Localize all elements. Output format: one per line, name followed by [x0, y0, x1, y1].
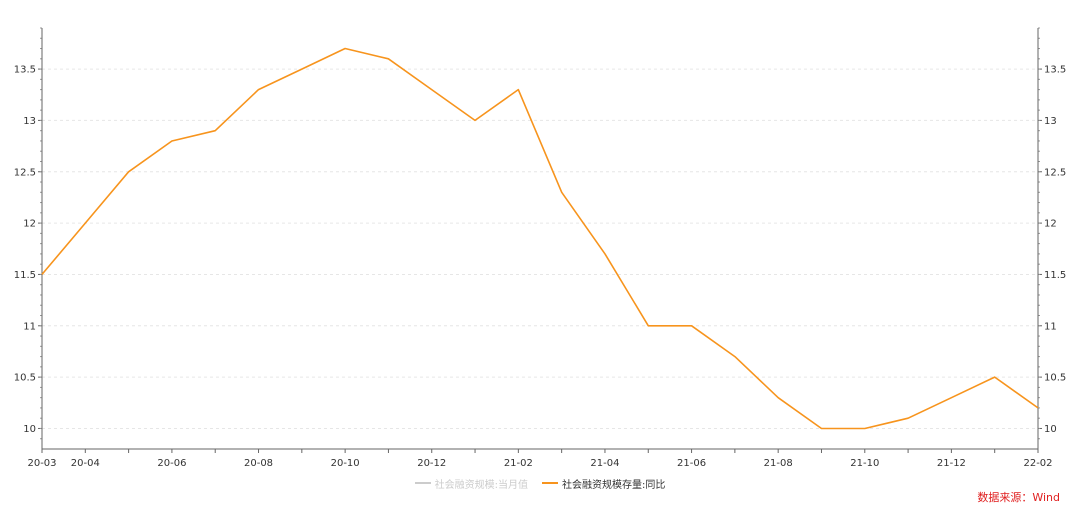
series-line-stock-yoy — [41, 47, 1039, 430]
tick-labels: 10 10 10.5 10.5 11 11 11.5 11.5 12 12 12.5 12.5 13 13… — [14, 65, 1067, 469]
series-layer — [41, 47, 1039, 430]
legend: 社会融资规模:当月值 社会融资规模存量:同比 — [0, 476, 1080, 491]
x-tick-label: 20-12 — [417, 458, 446, 469]
y-tick-label-left: 13 — [23, 116, 36, 127]
legend-label-monthly: 社会融资规模:当月值 — [434, 479, 528, 491]
y-tick-label-left: 10.5 — [14, 373, 36, 384]
grid-lines — [42, 68, 1038, 429]
x-tick-label: 20-04 — [71, 458, 100, 469]
y-tick-label-left: 11.5 — [14, 270, 36, 281]
y-tick-label-right: 12 — [1044, 219, 1057, 230]
x-tick-label: 21-04 — [590, 458, 619, 469]
x-tick-label: 20-03 — [27, 458, 56, 469]
x-tick-label: 21-10 — [850, 458, 879, 469]
y-tick-label-right: 10 — [1044, 424, 1057, 435]
x-tick-label: 21-06 — [677, 458, 706, 469]
y-tick-label-right: 12.5 — [1044, 167, 1066, 178]
x-tick-label: 20-10 — [331, 458, 360, 469]
x-tick-label: 22-02 — [1023, 458, 1052, 469]
legend-label-stock-yoy: 社会融资规模存量:同比 — [562, 479, 666, 491]
y-tick-label-right: 10.5 — [1044, 373, 1066, 384]
y-tick-label-right: 13 — [1044, 116, 1057, 127]
y-tick-label-left: 12.5 — [14, 167, 36, 178]
y-tick-label-left: 10 — [23, 424, 36, 435]
y-tick-label-left: 11 — [23, 321, 36, 332]
x-tick-label: 20-06 — [157, 458, 186, 469]
y-tick-label-right: 11.5 — [1044, 270, 1066, 281]
legend-item-stock-yoy[interactable]: 社会融资规模存量:同比 — [542, 476, 665, 491]
legend-swatch-stock-yoy — [542, 482, 558, 484]
legend-swatch-monthly — [414, 482, 431, 484]
x-tick-label: 20-08 — [244, 458, 273, 469]
x-tick-label: 21-02 — [504, 458, 533, 469]
y-tick-label-right: 11 — [1044, 321, 1057, 332]
y-tick-label-right: 13.5 — [1044, 65, 1066, 76]
y-tick-label-left: 13.5 — [14, 65, 36, 76]
x-tick-label: 21-12 — [937, 458, 966, 469]
y-tick-label-left: 12 — [23, 219, 36, 230]
axes — [38, 27, 1042, 453]
x-tick-label: 21-08 — [764, 458, 793, 469]
legend-item-monthly[interactable]: 社会融资规模:当月值 — [414, 476, 528, 491]
line-chart: 10 10 10.5 10.5 11 11 11.5 11.5 12 12 12.5 12.5 13 13… — [14, 27, 1067, 469]
data-source-note: 数据来源：Wind — [977, 491, 1060, 504]
